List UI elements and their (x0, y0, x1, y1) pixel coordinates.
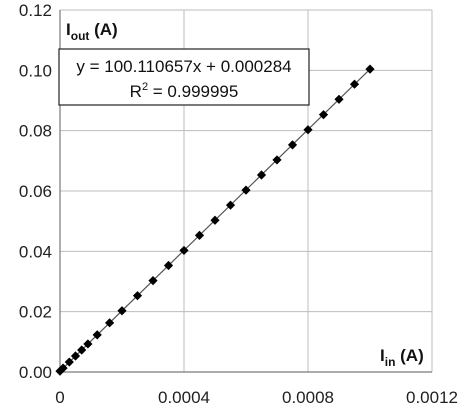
data-point (194, 230, 205, 240)
x-tick-label: 0.0008 (282, 388, 334, 407)
y-tick-label: 0.12 (19, 1, 52, 20)
y-tick-label: 0.02 (19, 303, 52, 322)
data-point (58, 363, 68, 373)
y-tick-label: 0.04 (19, 242, 52, 261)
y-tick-label: 0.10 (19, 61, 52, 80)
y-tick-label: 0.08 (19, 122, 52, 141)
x-axis-label-main: I (380, 346, 385, 365)
x-tick-label: 0 (55, 388, 64, 407)
data-point (256, 170, 267, 180)
data-point (163, 260, 174, 271)
data-point (132, 291, 143, 301)
data-point (225, 200, 236, 210)
y-axis-label-sub: out (71, 29, 90, 43)
data-point (287, 140, 298, 150)
data-point (117, 306, 127, 316)
r-squared-value: = 0.999995 (148, 82, 238, 101)
data-point (70, 351, 81, 361)
data-point (318, 110, 329, 120)
data-point (77, 345, 87, 355)
r-squared-text: R2 = 0.999995 (130, 81, 239, 101)
data-point (365, 64, 375, 74)
y-axis-label-main: I (66, 20, 71, 39)
data-point (241, 185, 251, 195)
y-axis-label-unit: (A) (89, 20, 117, 39)
r-squared-prefix: R (130, 82, 142, 101)
data-points (55, 64, 375, 376)
data-point (55, 366, 65, 376)
tick-labels: 0.00 0.02 0.04 0.06 0.08 0.10 0.12 0 0.0004 0.000… (19, 1, 458, 407)
r-squared-sup: 2 (142, 81, 148, 93)
equation-text: y = 100.110657x + 0.000284 (76, 57, 291, 76)
x-axis-label-sub: in (385, 355, 396, 369)
x-tick-label: 0.0012 (406, 388, 458, 407)
y-tick-label: 0.00 (19, 363, 52, 382)
annotation-box (58, 48, 310, 106)
data-point (105, 318, 115, 328)
data-point (92, 330, 102, 340)
data-point (148, 275, 158, 286)
y-axis-label: Iout (A) (66, 20, 118, 43)
x-axis-label: Iin (A) (380, 346, 424, 369)
data-point (334, 94, 344, 104)
data-point (64, 357, 74, 367)
trendline-annotation: y = 100.110657x + 0.000284 R2 = 0.999995 (58, 48, 310, 106)
x-tick-label: 0.0004 (158, 388, 210, 407)
data-point (349, 79, 360, 89)
data-point (210, 215, 220, 225)
data-point (83, 339, 93, 349)
data-point (179, 245, 189, 256)
data-point (303, 125, 313, 135)
y-tick-label: 0.06 (19, 182, 52, 201)
data-point (272, 155, 282, 165)
x-axis-label-unit: (A) (395, 346, 423, 365)
